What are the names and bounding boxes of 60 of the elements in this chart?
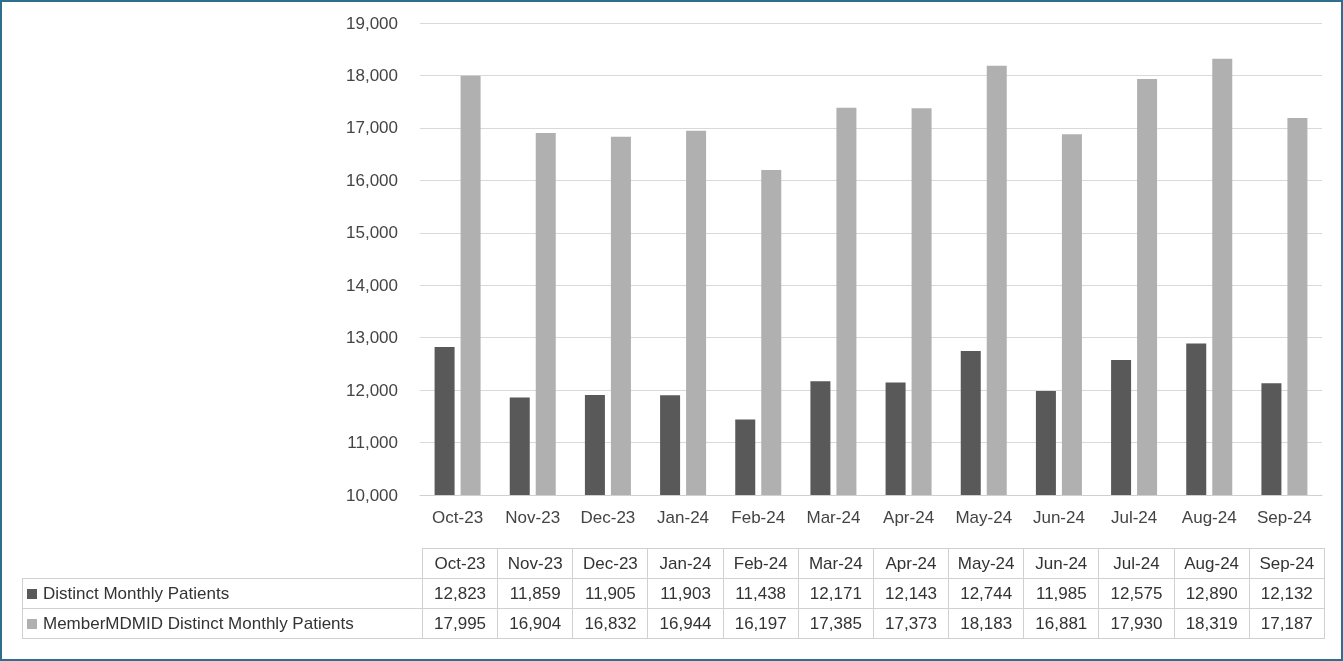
data-label: 17,930 [1098,608,1175,639]
data-label: 11,905 [572,578,648,609]
y-tick-label: 14,000 [346,275,398,295]
data-label: 12,744 [948,578,1024,609]
data-label: 12,575 [1098,578,1175,609]
data-label: 11,985 [1023,578,1099,609]
y-tick-label: 16,000 [346,170,398,190]
data-label: 17,385 [798,608,874,639]
x-tick-label: Jun-24 [1032,508,1085,527]
x-tick-label: May-24 [955,508,1013,527]
x-tick-label: Mar-24 [806,508,861,527]
data-label: 11,903 [647,578,724,609]
category-label: Apr-24 [885,553,937,573]
data-label: 16,881 [1023,608,1099,639]
category-label: Jan-24 [659,553,712,573]
data-label: 11,438 [723,578,799,609]
category-label: Feb-24 [733,553,788,573]
x-tick-label: Dec-23 [580,508,636,527]
data-label: 17,187 [1249,608,1325,639]
category-label: Mar-24 [808,553,863,573]
data-label: 12,143 [873,578,949,609]
category-label: Jul-24 [1113,553,1160,573]
data-label: 17,995 [422,608,498,639]
data-label: 16,944 [647,608,724,639]
data-label: 16,832 [572,608,648,639]
y-tick-label: 15,000 [346,223,398,243]
category-label: Nov-23 [507,553,563,573]
y-tick-label: 19,000 [346,13,398,33]
category-label: Sep-24 [1259,553,1315,573]
data-label: 11,859 [497,578,573,609]
y-tick-label: 18,000 [346,65,398,85]
category-label: Aug-24 [1184,553,1240,573]
x-tick-label: Sep-24 [1257,508,1312,527]
y-tick-label: 13,000 [346,328,398,348]
category-label: Oct-23 [434,553,486,573]
data-label: 16,904 [497,608,573,639]
legend-label: MemberMDMID Distinct Monthly Patients [22,608,423,639]
data-label: 18,319 [1174,608,1250,639]
category-label: Dec-23 [582,553,638,573]
data-label: 18,183 [948,608,1024,639]
y-tick-label: 10,000 [346,485,398,505]
data-label: 12,171 [798,578,874,609]
category-label: Jun-24 [1035,553,1088,573]
x-tick-label: Feb-24 [731,508,786,527]
data-label: 12,132 [1249,578,1325,609]
data-label: 16,197 [723,608,799,639]
x-tick-label: Jul-24 [1110,508,1158,527]
data-label: 12,890 [1174,578,1250,609]
y-tick-label: 17,000 [346,118,398,138]
x-tick-label: Aug-24 [1181,508,1237,527]
y-tick-label: 11,000 [347,433,398,453]
y-tick-label: 12,000 [346,380,398,400]
data-label: 17,373 [873,608,949,639]
data-label: 12,823 [422,578,498,609]
x-tick-label: Oct-23 [432,508,484,527]
x-tick-label: Nov-23 [505,508,561,527]
x-tick-label: Apr-24 [883,508,935,527]
category-label: May-24 [957,553,1015,573]
x-tick-label: Jan-24 [657,508,710,527]
legend-label: Distinct Monthly Patients [22,578,423,609]
